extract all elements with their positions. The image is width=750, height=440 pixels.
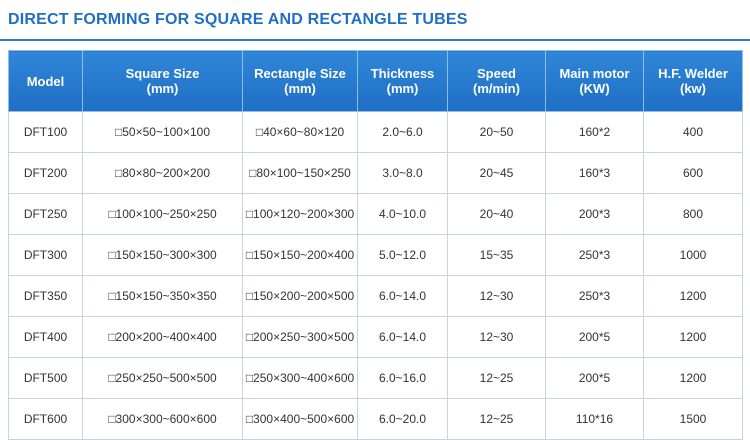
table-cell: 12~30 — [447, 316, 546, 358]
table-cell: □150×150~350×350 — [82, 275, 243, 317]
table-cell: □50×50~100×100 — [82, 111, 243, 153]
table-cell: 15~35 — [447, 234, 546, 276]
table-cell: 200*5 — [545, 357, 644, 399]
table-cell: 800 — [643, 193, 743, 235]
table-cell: 6.0~20.0 — [357, 398, 448, 440]
table-cell: □150×200~200×500 — [242, 275, 358, 317]
table-cell: DFT600 — [8, 398, 83, 440]
header-row: Model Square Size (mm) Rectangle Size (mm) Th… — [8, 50, 743, 112]
table-cell: 20~45 — [447, 152, 546, 194]
header-unit: (mm) — [284, 81, 316, 96]
table-cell: □100×120~200×300 — [242, 193, 358, 235]
spec-table: Model Square Size (mm) Rectangle Size (mm) Th… — [8, 50, 743, 440]
header-label: Model — [26, 73, 65, 89]
table-cell: 200*3 — [545, 193, 644, 235]
table-cell: DFT350 — [8, 275, 83, 317]
table-cell: □300×400~500×600 — [242, 398, 358, 440]
table-cell: 4.0~10.0 — [357, 193, 448, 235]
table-head: Model Square Size (mm) Rectangle Size (mm) Th… — [8, 50, 743, 112]
table-cell: □200×200~400×400 — [82, 316, 243, 358]
table-cell: □100×100~250×250 — [82, 193, 243, 235]
table-cell: □200×250~300×500 — [242, 316, 358, 358]
header-label: Thickness — [370, 66, 435, 81]
table-cell: □250×250~500×500 — [82, 357, 243, 399]
table-cell: 250*3 — [545, 275, 644, 317]
table-cell: DFT500 — [8, 357, 83, 399]
header-unit: (mm) — [386, 81, 419, 96]
table-cell: 1200 — [643, 316, 743, 358]
header-cell: H.F. Welder (kw) — [643, 50, 743, 112]
header-cell: Main motor (KW) — [545, 50, 644, 112]
header-unit: (m/min) — [473, 81, 520, 96]
title-rule — [0, 39, 750, 41]
table-cell: 6.0~14.0 — [357, 275, 448, 317]
table-cell: 160*2 — [545, 111, 644, 153]
table-row: DFT250 □100×100~250×250 □100×120~200×300 4.… — [8, 193, 743, 235]
header-unit: (mm) — [146, 81, 179, 96]
table-cell: 12~25 — [447, 357, 546, 399]
table-cell: 20~50 — [447, 111, 546, 153]
table-cell: 12~30 — [447, 275, 546, 317]
header-label: Rectangle Size — [254, 66, 346, 81]
table-cell: 1500 — [643, 398, 743, 440]
header-label: Speed — [476, 66, 516, 81]
header-unit: (kw) — [680, 81, 706, 96]
table-cell: DFT300 — [8, 234, 83, 276]
header-label: H.F. Welder — [658, 66, 728, 81]
table-cell: 5.0~12.0 — [357, 234, 448, 276]
table-cell: 110*16 — [545, 398, 644, 440]
table-row: DFT200 □80×80~200×200 □80×100~150×250 3.0~8… — [8, 152, 743, 194]
header-cell: Thickness (mm) — [357, 50, 448, 112]
title: DIRECT FORMING FOR SQUARE AND RECTANGLE … — [8, 11, 468, 28]
table-cell: □250×300~400×600 — [242, 357, 358, 399]
table-body: DFT100 □50×50~100×100 □40×60~80×120 2.0~6.0… — [8, 111, 743, 440]
table-cell: 600 — [643, 152, 743, 194]
header-cell: Speed (m/min) — [447, 50, 546, 112]
table-row: DFT300 □150×150~300×300 □150×150~200×400 5.… — [8, 234, 743, 276]
header-label: Square Size — [125, 66, 200, 81]
table-cell: 160*3 — [545, 152, 644, 194]
header-cell: Model — [8, 50, 83, 112]
table-cell: □40×60~80×120 — [242, 111, 358, 153]
header-label: Main motor — [559, 66, 630, 81]
table-cell: □300×300~600×600 — [82, 398, 243, 440]
table-row: DFT100 □50×50~100×100 □40×60~80×120 2.0~6.0… — [8, 111, 743, 153]
table-cell: 200*5 — [545, 316, 644, 358]
table-cell: 3.0~8.0 — [357, 152, 448, 194]
table-row: DFT400 □200×200~400×400 □200×250~300×500 6.… — [8, 316, 743, 358]
table-cell: 6.0~14.0 — [357, 316, 448, 358]
table-row: DFT500 □250×250~500×500 □250×300~400×600 6.… — [8, 357, 743, 399]
table-cell: DFT200 — [8, 152, 83, 194]
table-cell: DFT400 — [8, 316, 83, 358]
table-row: DFT600 □300×300~600×600 □300×400~500×600 6.… — [8, 398, 743, 440]
table-cell: 2.0~6.0 — [357, 111, 448, 153]
header-cell: Square Size (mm) — [82, 50, 243, 112]
table-cell: 250*3 — [545, 234, 644, 276]
table-cell: □80×80~200×200 — [82, 152, 243, 194]
header-unit: (KW) — [579, 81, 610, 96]
table-cell: 1000 — [643, 234, 743, 276]
table-cell: DFT100 — [8, 111, 83, 153]
table-cell: □150×150~200×400 — [242, 234, 358, 276]
table-cell: 6.0~16.0 — [357, 357, 448, 399]
table-cell: □150×150~300×300 — [82, 234, 243, 276]
header-cell: Rectangle Size (mm) — [242, 50, 358, 112]
table-cell: 1200 — [643, 275, 743, 317]
table-cell: 1200 — [643, 357, 743, 399]
table-row: DFT350 □150×150~350×350 □150×200~200×500 6.… — [8, 275, 743, 317]
table-cell: □80×100~150×250 — [242, 152, 358, 194]
table-cell: DFT250 — [8, 193, 83, 235]
table-cell: 12~25 — [447, 398, 546, 440]
table-cell: 20~40 — [447, 193, 546, 235]
table-cell: 400 — [643, 111, 743, 153]
